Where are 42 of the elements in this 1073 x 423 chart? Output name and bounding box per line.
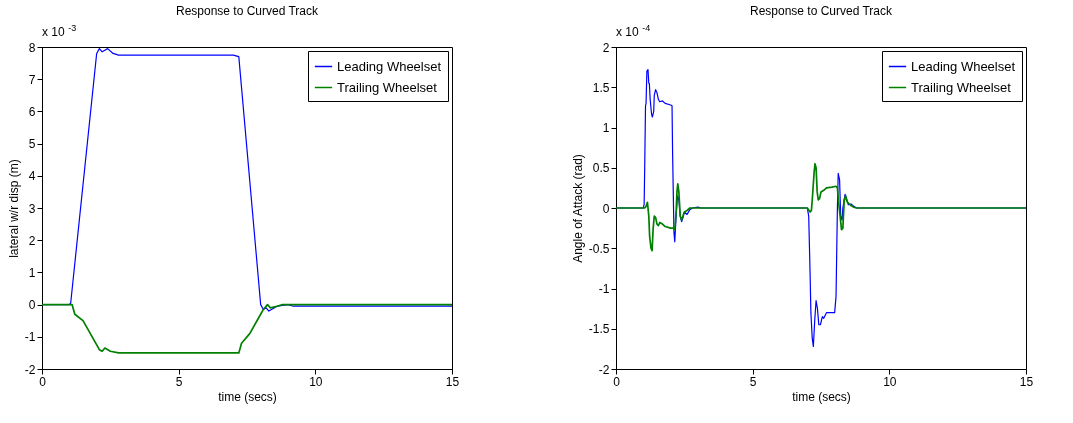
y-tick-label: 0: [602, 201, 610, 216]
y-tick-label: 0.5: [592, 161, 610, 176]
y-tick-label: 2: [602, 40, 610, 55]
chart-title: Response to Curved Track: [749, 4, 894, 18]
y-tick-label: 0: [28, 298, 36, 313]
y-tick-label: -0.5: [588, 241, 610, 256]
y-axis-title: lateral w/r disp (m): [6, 159, 21, 258]
x-tick-label: 0: [613, 374, 621, 389]
x-tick-label: 10: [883, 374, 897, 389]
y-tick-label: -1.5: [588, 322, 610, 337]
chart-title: Response to Curved Track: [175, 4, 320, 18]
x-tick-label: 0: [39, 374, 47, 389]
line-series: [41, 303, 453, 354]
x-tick-label: 10: [309, 374, 323, 389]
y-tick-label: -2: [598, 362, 610, 377]
y-tick-label: 3: [28, 201, 36, 216]
y-tick-label: 1: [28, 265, 36, 280]
y-tick-label: 4: [28, 169, 36, 184]
legend-label: Leading Wheelset: [337, 58, 442, 74]
x-tick-label: 15: [445, 374, 460, 389]
x-axis-title: time (secs): [218, 389, 277, 404]
y-axis-title: Angle of Attack (rad): [570, 154, 585, 263]
y-tick-label: 8: [28, 40, 36, 55]
y-tick-label: 7: [28, 72, 36, 87]
y-tick-label: 5: [28, 137, 36, 152]
y-tick-label: 1.5: [592, 80, 610, 95]
y-tick-label: -1: [24, 330, 36, 345]
x-axis-title: time (secs): [792, 389, 851, 404]
x-tick-label: 15: [1019, 374, 1034, 389]
legend-label: Trailing Wheelset: [911, 79, 1012, 95]
y-tick-label: 6: [28, 104, 36, 119]
y-tick-label: 2: [28, 233, 36, 248]
x-tick-label: 5: [175, 374, 183, 389]
legend-label: Trailing Wheelset: [337, 79, 438, 95]
text: x 10-3: [42, 23, 77, 39]
x-tick-label: 5: [749, 374, 757, 389]
y-tick-label: 1: [602, 121, 610, 135]
text: x 10-4: [616, 23, 651, 39]
line-series: [615, 162, 1027, 252]
y-tick-label: -1: [598, 282, 610, 296]
legend-label: Leading Wheelset: [911, 58, 1016, 74]
y-tick-label: -2: [24, 362, 36, 377]
